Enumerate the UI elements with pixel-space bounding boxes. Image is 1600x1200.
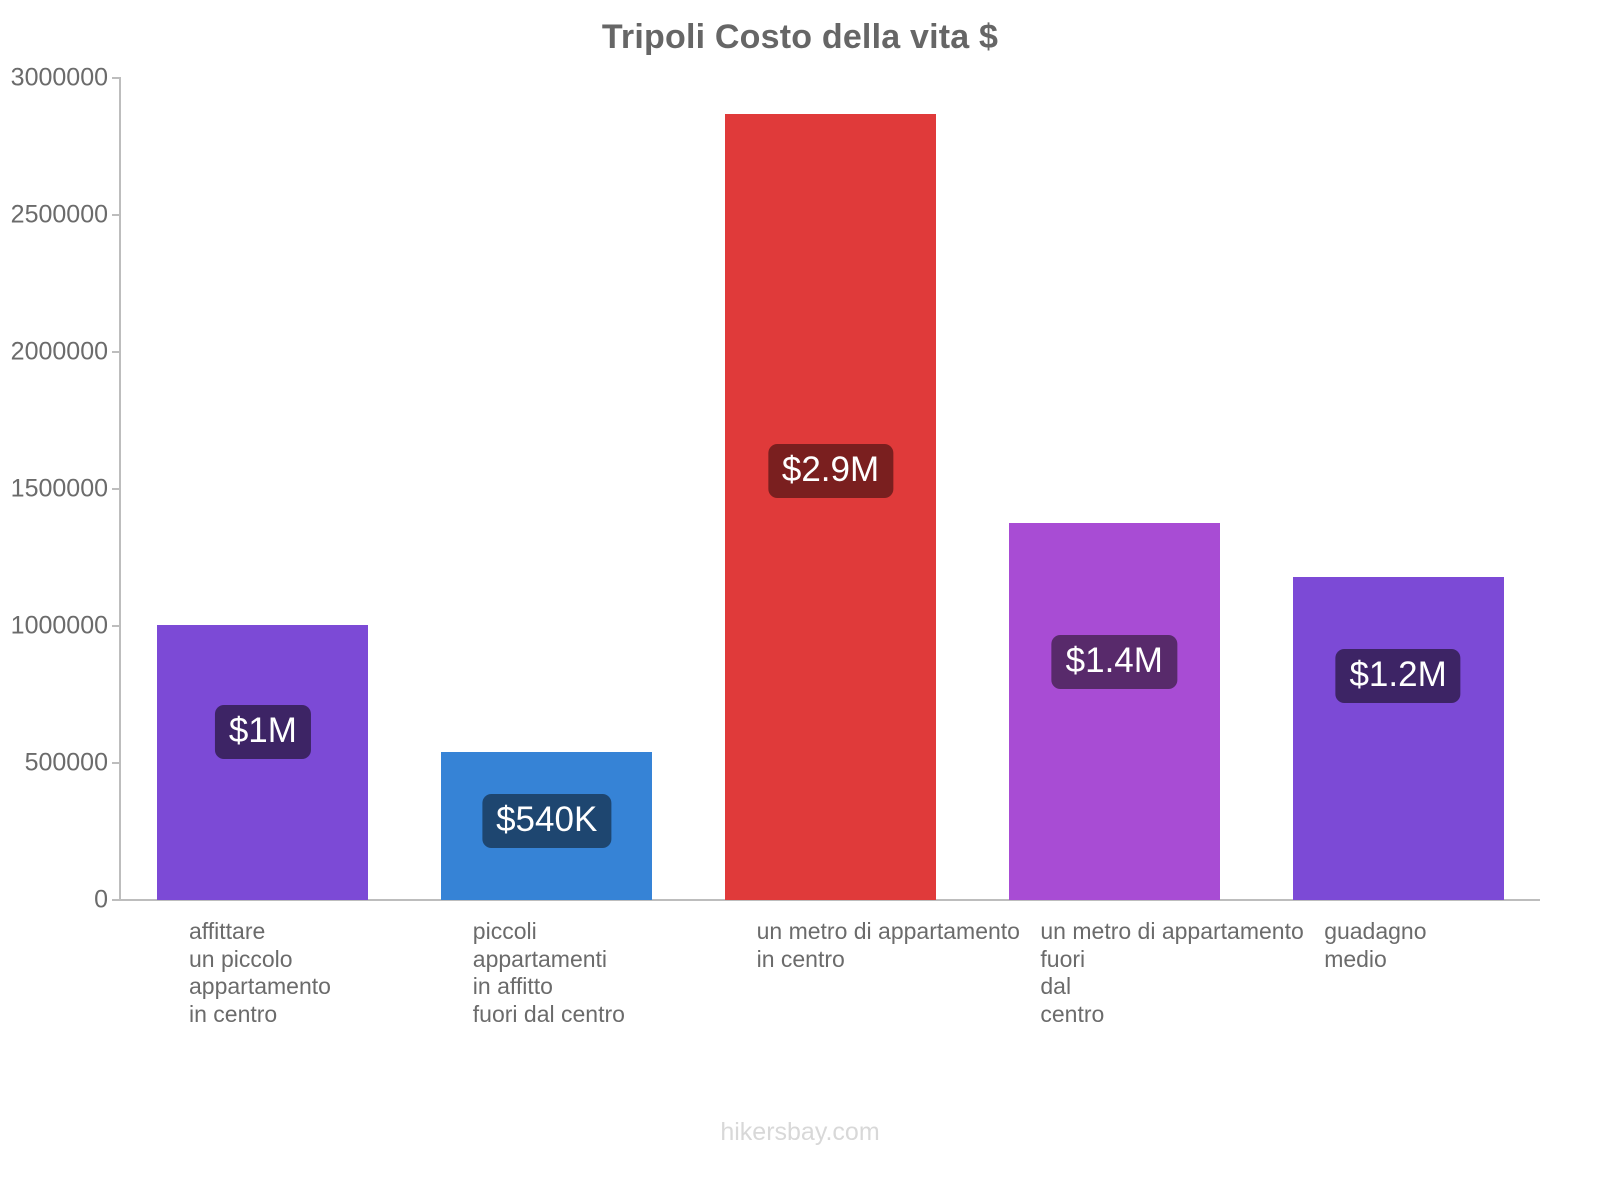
bar-value-label: $540K (482, 794, 612, 849)
y-axis-tick-label: 500000 (24, 748, 108, 777)
bar[interactable]: $2.9M (725, 113, 936, 900)
y-axis-tick-label: 3000000 (10, 63, 108, 92)
bar-value-label: $1.2M (1335, 648, 1461, 703)
plot-area: $1M $540K $2.9M $1.4M $1.2M (120, 78, 1540, 900)
y-axis-tick-mark (112, 77, 121, 79)
x-axis-category-label: piccoli appartamenti in affitto fuori da… (472, 918, 625, 1027)
bar[interactable]: $1M (157, 624, 369, 900)
bar[interactable]: $1.4M (1008, 523, 1220, 900)
y-axis-tick-mark (112, 762, 121, 764)
x-axis-line (119, 899, 1540, 901)
bar-value-label: $1.4M (1051, 635, 1177, 690)
x-axis-category-label: un metro di appartamento in centro (756, 918, 1020, 972)
y-axis-tick-mark (112, 625, 121, 627)
y-axis-tick-label: 2000000 (10, 337, 108, 366)
x-axis-category-label: guadagno medio (1324, 918, 1427, 972)
watermark-text: hikersbay.com (720, 1118, 880, 1146)
bar[interactable]: $1.2M (1292, 576, 1504, 900)
bar-value-label: $2.9M (767, 443, 894, 498)
chart-title: Tripoli Costo della vita $ (601, 18, 999, 56)
y-axis-tick-mark (112, 214, 121, 216)
y-axis-tick-label: 2500000 (10, 200, 108, 229)
y-axis-tick-label: 1000000 (10, 611, 108, 640)
y-axis-tick-mark (112, 488, 121, 490)
y-axis-tick-label: 0 (94, 885, 108, 914)
y-axis-tick-mark (112, 899, 121, 901)
bar[interactable]: $540K (441, 752, 653, 900)
bar-value-label: $1M (214, 704, 311, 759)
y-axis-tick-label: 1500000 (10, 474, 108, 503)
y-axis-tick-mark (112, 351, 121, 353)
x-axis-category-label: affittare un piccolo appartamento in cen… (189, 918, 331, 1027)
x-axis-category-label: un metro di appartamento fuori dal centr… (1040, 918, 1304, 1027)
